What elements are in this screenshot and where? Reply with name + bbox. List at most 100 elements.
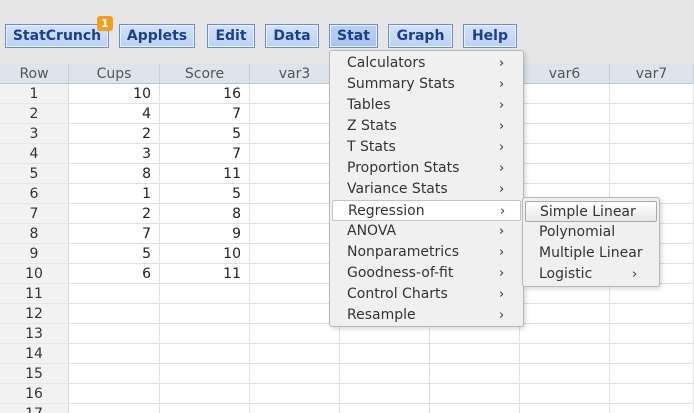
- table-cell[interactable]: 10: [69, 84, 160, 104]
- table-cell[interactable]: [69, 364, 160, 384]
- table-cell[interactable]: 7: [69, 224, 160, 244]
- table-cell[interactable]: [250, 224, 340, 244]
- table-cell[interactable]: [160, 344, 250, 364]
- table-cell[interactable]: [520, 164, 610, 184]
- stat-menu-item-regression[interactable]: Regression ›: [332, 200, 521, 221]
- table-cell[interactable]: 3: [69, 144, 160, 164]
- table-cell[interactable]: 2: [69, 204, 160, 224]
- table-cell[interactable]: [430, 404, 520, 413]
- table-cell[interactable]: [610, 284, 694, 304]
- table-cell[interactable]: [610, 344, 694, 364]
- table-cell[interactable]: [250, 384, 340, 404]
- table-cell[interactable]: 8: [69, 164, 160, 184]
- stat-menu-item-nonparametrics[interactable]: Nonparametrics ›: [332, 242, 521, 263]
- table-cell[interactable]: [610, 384, 694, 404]
- table-cell[interactable]: [69, 384, 160, 404]
- stat-menu-item-goodness-of-fit[interactable]: Goodness-of-fit ›: [332, 263, 521, 284]
- table-cell[interactable]: [250, 364, 340, 384]
- table-cell[interactable]: 11: [160, 264, 250, 284]
- table-cell[interactable]: [520, 104, 610, 124]
- regression-item-logistic[interactable]: Logistic ›: [525, 264, 657, 285]
- table-cell[interactable]: 10: [160, 244, 250, 264]
- table-cell[interactable]: [69, 324, 160, 344]
- table-cell[interactable]: [250, 404, 340, 413]
- table-cell[interactable]: [340, 324, 430, 344]
- table-cell[interactable]: [520, 344, 610, 364]
- table-cell[interactable]: [340, 384, 430, 404]
- table-cell[interactable]: [610, 404, 694, 413]
- table-cell[interactable]: 7: [160, 144, 250, 164]
- table-cell[interactable]: 2: [69, 124, 160, 144]
- table-cell[interactable]: 8: [160, 204, 250, 224]
- column-header-score[interactable]: Score: [160, 64, 250, 84]
- table-cell[interactable]: 5: [160, 124, 250, 144]
- table-cell[interactable]: [610, 144, 694, 164]
- statcrunch-menu-button[interactable]: StatCrunch: [5, 24, 109, 48]
- table-cell[interactable]: [250, 244, 340, 264]
- table-cell[interactable]: 9: [160, 224, 250, 244]
- table-cell[interactable]: [250, 104, 340, 124]
- table-cell[interactable]: [160, 364, 250, 384]
- table-cell[interactable]: [610, 104, 694, 124]
- table-cell[interactable]: [520, 364, 610, 384]
- table-cell[interactable]: [160, 324, 250, 344]
- column-header-cups[interactable]: Cups: [69, 64, 160, 84]
- table-cell[interactable]: [610, 124, 694, 144]
- table-cell[interactable]: [520, 284, 610, 304]
- table-cell[interactable]: [610, 164, 694, 184]
- table-cell[interactable]: [250, 204, 340, 224]
- regression-item-simple-linear[interactable]: Simple Linear: [525, 201, 657, 222]
- stat-menu-item-z-stats[interactable]: Z Stats ›: [332, 116, 521, 137]
- stat-menu-item-control-charts[interactable]: Control Charts ›: [332, 284, 521, 305]
- stat-menu-item-calculators[interactable]: Calculators ›: [332, 53, 521, 74]
- table-cell[interactable]: [160, 284, 250, 304]
- table-cell[interactable]: [160, 304, 250, 324]
- stat-menu-item-proportion-stats[interactable]: Proportion Stats ›: [332, 158, 521, 179]
- stat-menu-button[interactable]: Stat: [329, 24, 378, 48]
- table-cell[interactable]: [610, 364, 694, 384]
- table-cell[interactable]: [250, 84, 340, 104]
- table-cell[interactable]: 7: [160, 104, 250, 124]
- table-cell[interactable]: [610, 304, 694, 324]
- table-cell[interactable]: [610, 324, 694, 344]
- table-cell[interactable]: [520, 384, 610, 404]
- stat-menu-item-resample[interactable]: Resample ›: [332, 305, 521, 326]
- applets-menu-button[interactable]: Applets: [119, 24, 195, 48]
- table-cell[interactable]: 5: [160, 184, 250, 204]
- table-cell[interactable]: [430, 344, 520, 364]
- table-cell[interactable]: [340, 404, 430, 413]
- table-cell[interactable]: [520, 324, 610, 344]
- table-cell[interactable]: [69, 404, 160, 413]
- table-cell[interactable]: [610, 84, 694, 104]
- table-cell[interactable]: [69, 344, 160, 364]
- table-cell[interactable]: [250, 284, 340, 304]
- stat-menu-item-t-stats[interactable]: T Stats ›: [332, 137, 521, 158]
- stat-menu-item-tables[interactable]: Tables ›: [332, 95, 521, 116]
- table-cell[interactable]: [520, 144, 610, 164]
- edit-menu-button[interactable]: Edit: [207, 24, 255, 48]
- table-cell[interactable]: [250, 124, 340, 144]
- regression-item-polynomial[interactable]: Polynomial: [525, 222, 657, 243]
- table-cell[interactable]: [340, 344, 430, 364]
- table-cell[interactable]: [430, 324, 520, 344]
- column-header-var3[interactable]: var3: [250, 64, 340, 84]
- stat-menu-item-variance-stats[interactable]: Variance Stats ›: [332, 179, 521, 200]
- table-cell[interactable]: [250, 344, 340, 364]
- graph-menu-button[interactable]: Graph: [388, 24, 453, 48]
- table-cell[interactable]: [520, 124, 610, 144]
- table-cell[interactable]: 4: [69, 104, 160, 124]
- table-cell[interactable]: [430, 384, 520, 404]
- table-cell[interactable]: [250, 184, 340, 204]
- table-cell[interactable]: 5: [69, 244, 160, 264]
- table-cell[interactable]: [250, 144, 340, 164]
- table-cell[interactable]: [69, 284, 160, 304]
- stat-menu-item-summary-stats[interactable]: Summary Stats ›: [332, 74, 521, 95]
- table-cell[interactable]: [69, 304, 160, 324]
- column-header-var6[interactable]: var6: [520, 64, 610, 84]
- table-cell[interactable]: [340, 364, 430, 384]
- table-cell[interactable]: 16: [160, 84, 250, 104]
- help-menu-button[interactable]: Help: [463, 24, 517, 48]
- table-cell[interactable]: [250, 164, 340, 184]
- table-cell[interactable]: 1: [69, 184, 160, 204]
- table-cell[interactable]: [160, 384, 250, 404]
